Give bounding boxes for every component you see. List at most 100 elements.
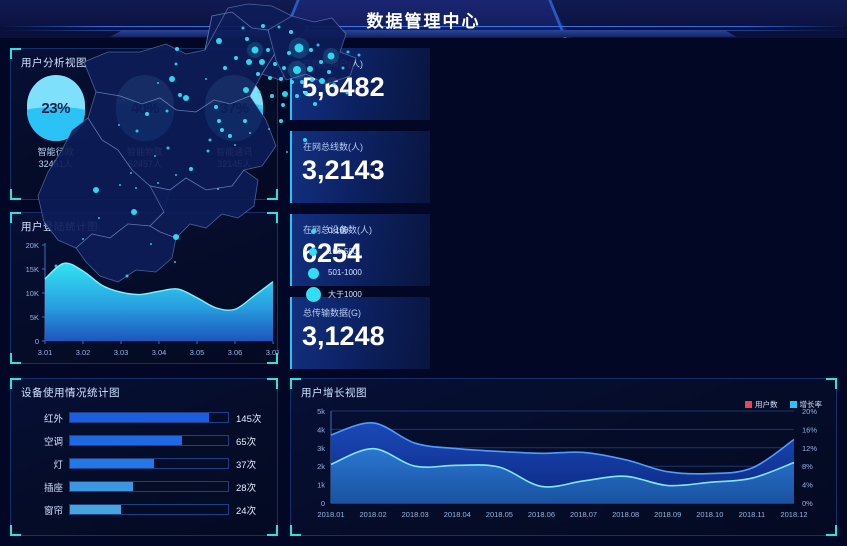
corner-bracket-br (267, 189, 278, 200)
corner-bracket-tr (826, 378, 837, 389)
page-title: 数据管理中心 (366, 12, 481, 31)
device-bar-value: 28次 (236, 483, 257, 494)
device-bar-chart: 红外 145次空调 65次灯 37次插座 28次窗帘 24次 (11, 403, 279, 533)
panel-device-chart: 设备使用情况统计图 红外 145次空调 65次灯 37次插座 28次窗帘 24次 (10, 378, 278, 536)
svg-text:2018.04: 2018.04 (444, 510, 471, 519)
svg-text:0: 0 (35, 337, 39, 346)
svg-text:3.03: 3.03 (114, 348, 129, 357)
corner-bracket-bl (10, 353, 21, 364)
device-bar-label: 红外 (43, 414, 63, 425)
device-bar-label: 灯 (53, 460, 63, 471)
device-bar-value: 145次 (236, 414, 262, 425)
map-legend-label-3: 大于1000 (328, 290, 362, 299)
svg-text:3k: 3k (317, 444, 325, 453)
device-bar-value: 65次 (236, 437, 257, 448)
kpi-label: 在网总线数(人) (303, 142, 363, 152)
header-rule-1 (0, 26, 847, 27)
device-bar-track (69, 435, 229, 446)
device-bar-track (69, 412, 229, 423)
device-bar-row[interactable]: 窗帘 24次 (23, 501, 269, 518)
device-bar-value: 37次 (236, 460, 257, 471)
device-bar-row[interactable]: 灯 37次 (23, 455, 269, 472)
kpi-value: 3,1248 (302, 321, 385, 351)
svg-text:3.05: 3.05 (190, 348, 205, 357)
svg-text:20K: 20K (26, 241, 39, 250)
svg-text:2018.03: 2018.03 (402, 510, 429, 519)
svg-text:5k: 5k (317, 407, 325, 416)
corner-bracket-bl (10, 525, 21, 536)
map-legend-label-0: 0-100 (328, 226, 349, 235)
svg-text:20%: 20% (802, 407, 817, 416)
svg-text:16%: 16% (802, 425, 817, 434)
svg-text:2018.02: 2018.02 (360, 510, 387, 519)
device-bar-fill (70, 505, 121, 514)
svg-text:2018.07: 2018.07 (570, 510, 597, 519)
corner-bracket-tr (267, 212, 278, 223)
liquid-gauge-wave (26, 107, 85, 120)
svg-text:3.04: 3.04 (152, 348, 167, 357)
device-bar-label: 窗帘 (43, 506, 63, 517)
kpi-card-online-devices[interactable]: 在网总设备数(人) 6254 (290, 214, 430, 286)
device-bar-fill (70, 482, 134, 491)
corner-bracket-br (267, 525, 278, 536)
svg-text:3.02: 3.02 (76, 348, 91, 357)
device-bar-row[interactable]: 红外 145次 (23, 409, 269, 426)
svg-text:2018.01: 2018.01 (317, 510, 344, 519)
svg-text:2018.11: 2018.11 (739, 510, 766, 519)
svg-text:4k: 4k (317, 425, 325, 434)
device-bar-row[interactable]: 空调 65次 (23, 432, 269, 449)
device-bar-label: 插座 (43, 483, 63, 494)
corner-bracket-br (267, 353, 278, 364)
svg-text:3.06: 3.06 (228, 348, 243, 357)
legend-swatch (745, 401, 752, 408)
corner-bracket-tl (10, 378, 21, 389)
svg-text:8%: 8% (802, 462, 813, 471)
corner-bracket-tl (290, 378, 301, 389)
legend-swatch (789, 401, 797, 408)
svg-text:2018.10: 2018.10 (696, 510, 723, 519)
device-bar-track (69, 481, 229, 492)
kpi-value: 3,2143 (302, 155, 385, 185)
device-bar-track (69, 458, 229, 469)
corner-bracket-tl (10, 48, 21, 59)
growth-legend-item-1[interactable]: 增长率 (789, 399, 823, 410)
svg-text:3.07: 3.07 (266, 348, 279, 357)
panel-title-device-chart: 设备使用情况统计图 (21, 387, 120, 399)
map-legend-label-1: 101-500 (328, 247, 358, 256)
map-legend-dot-3 (305, 286, 321, 302)
svg-text:0: 0 (321, 499, 325, 508)
kpi-label: 总传输数据(G) (303, 308, 361, 318)
header-right-band (547, 0, 847, 26)
svg-text:12%: 12% (802, 444, 817, 453)
corner-bracket-br (826, 525, 837, 536)
svg-text:10K: 10K (26, 289, 39, 298)
device-bar-fill (70, 436, 183, 445)
panel-title-growth-chart: 用户增长视图 (301, 387, 367, 399)
map-legend-dot-0 (310, 228, 316, 234)
svg-text:2k: 2k (317, 462, 325, 471)
device-bar-fill (70, 459, 154, 468)
svg-text:3.01: 3.01 (38, 348, 53, 357)
device-bar-row[interactable]: 插座 28次 (23, 478, 269, 495)
panel-map: 0-100 101-500 501-1000 大于1000 (0, 0, 400, 325)
map-legend-dot-1 (309, 248, 317, 256)
device-bar-label: 空调 (43, 437, 63, 448)
svg-text:4%: 4% (802, 481, 813, 490)
svg-text:2018.12: 2018.12 (780, 510, 807, 519)
legend-label: 增长率 (799, 400, 823, 409)
svg-text:2018.05: 2018.05 (486, 510, 513, 519)
svg-text:5K: 5K (30, 313, 39, 322)
liquid-gauge-percent: 23% (41, 99, 70, 117)
svg-text:1k: 1k (317, 481, 325, 490)
map-svg (37, 3, 361, 283)
growth-legend-item-0[interactable]: 用户数 (745, 399, 778, 410)
corner-bracket-tl (10, 212, 21, 223)
svg-text:0%: 0% (802, 499, 813, 508)
corner-bracket-tr (267, 378, 278, 389)
kpi-card-online-lines[interactable]: 在网总线数(人) 3,2143 (290, 131, 430, 203)
header-accent-bar (110, 30, 737, 37)
map-visualization[interactable]: 0-100 101-500 501-1000 大于1000 (0, 0, 400, 325)
kpi-card-total-data[interactable]: 总传输数据(G) 3,1248 (290, 297, 430, 369)
device-bar-fill (70, 413, 210, 422)
growth-chart-legend[interactable]: 用户数 增长率 (745, 399, 822, 410)
